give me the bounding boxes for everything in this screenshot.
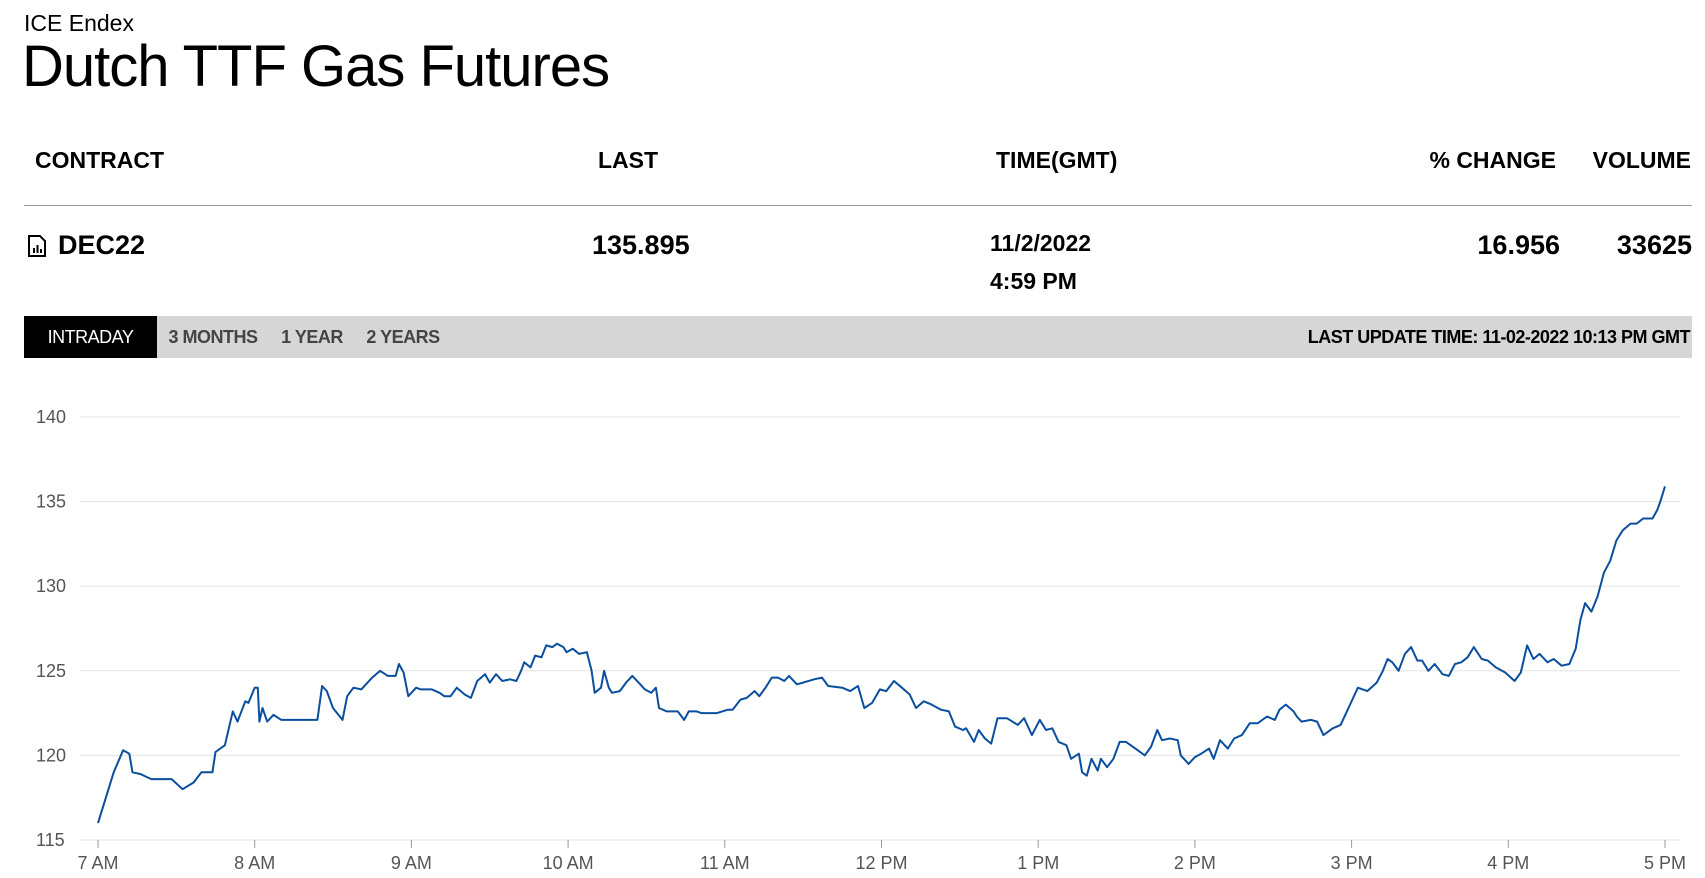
y-tick-label: 140 bbox=[36, 407, 66, 427]
x-tick-label: 2 PM bbox=[1174, 853, 1216, 873]
volume: 33625 bbox=[1616, 230, 1692, 260]
last-price: 135.895 bbox=[592, 230, 690, 260]
column-header: CONTRACT bbox=[35, 147, 165, 173]
trade-date: 11/2/2022 bbox=[990, 230, 1092, 256]
y-tick-label: 115 bbox=[36, 830, 65, 850]
tab[interactable]: 3 MONTHS bbox=[168, 327, 258, 347]
x-tick-label: 4 PM bbox=[1487, 853, 1529, 873]
price-line bbox=[97, 486, 1666, 824]
column-header: VOLUME bbox=[1592, 147, 1691, 173]
last-update: LAST UPDATE TIME: 11-02-2022 10:13 PM GM… bbox=[1307, 327, 1691, 347]
x-tick-label: 8 AM bbox=[234, 853, 275, 873]
x-tick-label: 3 PM bbox=[1331, 853, 1373, 873]
chart-icon[interactable] bbox=[27, 234, 47, 258]
page-title: Dutch TTF Gas Futures bbox=[22, 34, 610, 99]
contract[interactable]: DEC22 bbox=[58, 230, 146, 260]
trade-time: 4:59 PM bbox=[990, 268, 1077, 294]
column-header: LAST bbox=[598, 147, 659, 173]
chart: 115 120 125 130 135 140 7 AM 8 AM 9 AM 10 AM 11 AM… bbox=[36, 407, 1686, 873]
divider bbox=[24, 205, 1692, 206]
x-tick-label: 12 PM bbox=[855, 853, 907, 873]
column-header: TIME(GMT) bbox=[996, 147, 1118, 173]
tab[interactable]: 2 YEARS bbox=[366, 327, 440, 347]
x-tick-label: 11 AM bbox=[700, 853, 750, 873]
x-tick-label: 5 PM bbox=[1644, 853, 1686, 873]
x-tick-label: 1 PM bbox=[1017, 853, 1059, 873]
y-tick-label: 130 bbox=[36, 576, 66, 596]
x-tick-label: 9 AM bbox=[391, 853, 432, 873]
percent-change: 16.956 bbox=[1477, 230, 1560, 260]
source: ICE Endex bbox=[24, 10, 134, 36]
x-tick-label: 7 AM bbox=[77, 853, 118, 873]
y-tick-label: 135 bbox=[36, 492, 66, 512]
x-tick-label: 10 AM bbox=[543, 853, 594, 873]
y-tick-label: 125 bbox=[36, 661, 66, 681]
y-tick-label: 120 bbox=[36, 745, 66, 765]
tab[interactable]: INTRADAY bbox=[24, 316, 157, 358]
tab-bar bbox=[24, 316, 1692, 358]
tab[interactable]: 1 YEAR bbox=[281, 327, 343, 347]
column-header: % CHANGE bbox=[1429, 147, 1556, 173]
